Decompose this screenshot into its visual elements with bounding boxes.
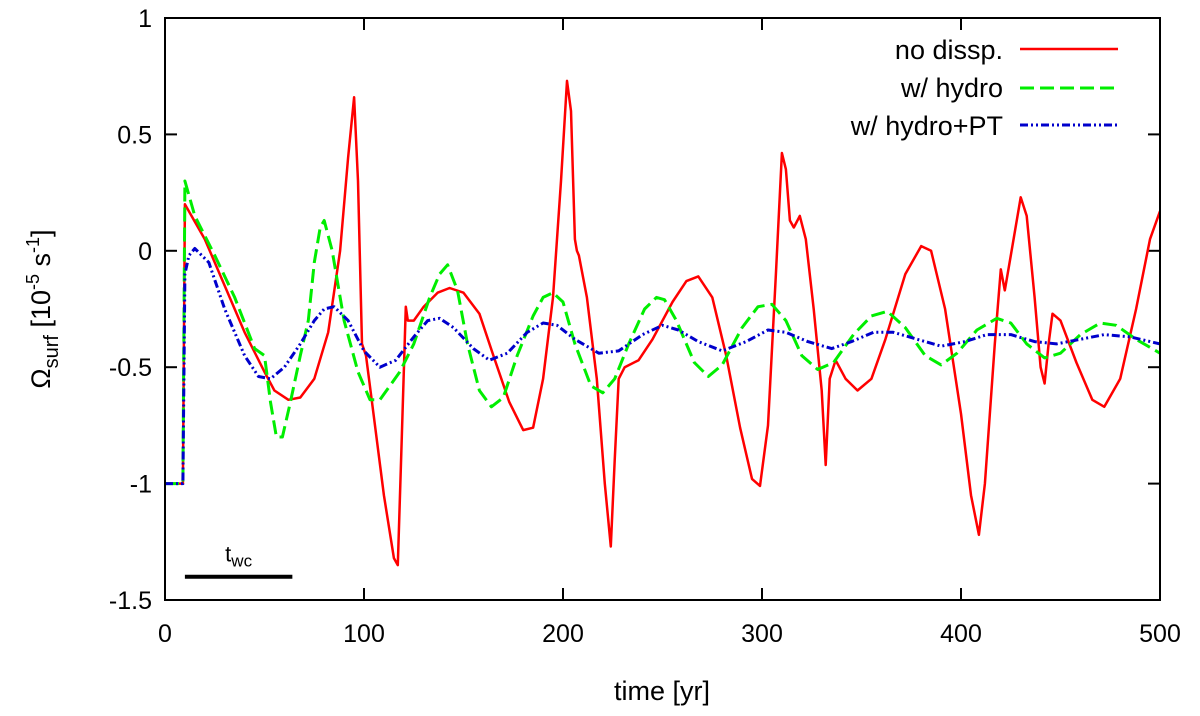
y-axis-title: Ωsurf [10-5 s-1] — [23, 229, 63, 388]
legend-label-w-hydro-pt: w/ hydro+PT — [850, 111, 1003, 141]
x-tick-label: 100 — [343, 620, 385, 648]
x-tick-label: 200 — [542, 620, 584, 648]
y-tick-label: -1.5 — [109, 587, 152, 615]
tick-marks — [164, 17, 1161, 601]
y-tick-label: 1 — [138, 5, 152, 33]
legend-label-no-dissp: no dissp. — [895, 35, 1003, 65]
y-tick-label: -1 — [130, 471, 152, 499]
legend-label-w-hydro: w/ hydro — [900, 73, 1003, 103]
legend: no dissp. w/ hydro w/ hydro+PT — [850, 35, 1118, 141]
x-tick-label: 400 — [940, 620, 982, 648]
x-axis-title: time [yr] — [614, 676, 710, 706]
series-group — [165, 79, 1160, 567]
twc-annotation: twc — [184, 542, 293, 579]
plot-frame — [164, 17, 1161, 601]
tick-labels: 0 100 200 300 400 500 -1.5 -1 -0.5 0 0.5 1 — [109, 5, 1181, 648]
x-tick-label: 300 — [741, 620, 783, 648]
x-tick-label: 500 — [1139, 620, 1181, 648]
series-line-w-hydro — [165, 179, 1160, 486]
y-tick-label: 0 — [138, 238, 152, 266]
y-tick-label: -0.5 — [109, 354, 152, 382]
series-line-w-hydro-pt — [165, 247, 1160, 486]
series-line-no-dissp — [165, 79, 1160, 567]
twc-label: twc — [225, 542, 252, 571]
x-tick-label: 0 — [158, 620, 172, 648]
y-tick-label: 0.5 — [117, 121, 152, 149]
